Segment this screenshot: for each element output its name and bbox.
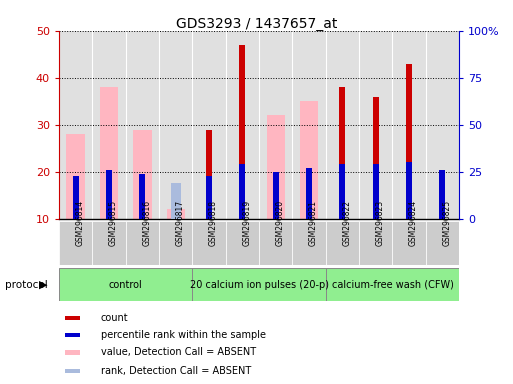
Bar — [240, 45, 245, 219]
Bar — [300, 101, 318, 219]
Bar — [65, 333, 80, 337]
Bar — [440, 170, 445, 219]
Bar — [359, 221, 392, 265]
Text: GSM296814: GSM296814 — [76, 200, 85, 246]
Bar — [65, 350, 80, 354]
Bar — [65, 316, 80, 320]
Bar — [292, 31, 326, 219]
Bar — [306, 168, 312, 219]
Bar — [326, 31, 359, 219]
Bar — [65, 369, 80, 373]
Text: GSM296819: GSM296819 — [242, 200, 251, 246]
Text: GSM296825: GSM296825 — [442, 200, 451, 246]
Text: count: count — [101, 313, 129, 323]
Bar — [426, 31, 459, 219]
Bar — [206, 129, 212, 219]
Bar — [392, 221, 426, 265]
Bar — [226, 31, 259, 219]
Bar — [273, 172, 279, 219]
Text: GSM296817: GSM296817 — [175, 200, 185, 246]
Bar — [167, 210, 185, 219]
Text: protocol: protocol — [5, 280, 48, 290]
Bar — [133, 129, 151, 219]
Bar — [259, 31, 292, 219]
Bar — [100, 87, 118, 219]
Bar — [106, 170, 112, 219]
Bar — [292, 221, 326, 265]
Bar — [340, 87, 345, 219]
Bar — [267, 115, 285, 219]
Text: GSM296822: GSM296822 — [343, 200, 351, 246]
Text: GSM296815: GSM296815 — [109, 200, 118, 246]
Text: control: control — [109, 280, 143, 290]
Text: GSM296816: GSM296816 — [143, 200, 151, 246]
Bar — [67, 134, 85, 219]
Bar — [406, 162, 412, 219]
Bar — [73, 175, 78, 219]
Bar — [206, 175, 212, 219]
Bar — [426, 221, 459, 265]
Text: calcium-free wash (CFW): calcium-free wash (CFW) — [331, 280, 453, 290]
Bar — [192, 268, 326, 301]
Bar — [392, 31, 426, 219]
Bar — [359, 31, 392, 219]
Bar — [373, 96, 379, 219]
Bar — [126, 221, 159, 265]
Text: GSM296824: GSM296824 — [409, 200, 418, 246]
Bar — [126, 31, 159, 219]
Bar — [240, 164, 245, 219]
Bar — [406, 64, 412, 219]
Bar — [171, 183, 181, 219]
Bar — [159, 221, 192, 265]
Bar — [59, 221, 92, 265]
Bar — [92, 221, 126, 265]
Text: GSM296818: GSM296818 — [209, 200, 218, 246]
Bar — [159, 31, 192, 219]
Text: GSM296820: GSM296820 — [276, 200, 285, 246]
Text: GSM296823: GSM296823 — [376, 200, 385, 246]
Bar — [92, 31, 126, 219]
Bar — [373, 164, 379, 219]
Bar — [192, 31, 226, 219]
Bar — [140, 174, 145, 219]
Text: value, Detection Call = ABSENT: value, Detection Call = ABSENT — [101, 348, 256, 358]
Text: GSM296821: GSM296821 — [309, 200, 318, 246]
Bar — [226, 221, 259, 265]
Bar — [192, 221, 226, 265]
Text: percentile rank within the sample: percentile rank within the sample — [101, 330, 266, 340]
Bar — [59, 31, 92, 219]
Text: 20 calcium ion pulses (20-p): 20 calcium ion pulses (20-p) — [190, 280, 328, 290]
Bar — [340, 164, 345, 219]
Text: rank, Detection Call = ABSENT: rank, Detection Call = ABSENT — [101, 366, 251, 376]
Bar — [326, 268, 459, 301]
Bar — [259, 221, 292, 265]
Text: ▶: ▶ — [39, 280, 48, 290]
Text: GDS3293 / 1437657_at: GDS3293 / 1437657_at — [176, 17, 337, 31]
Bar — [59, 268, 192, 301]
Bar — [326, 221, 359, 265]
